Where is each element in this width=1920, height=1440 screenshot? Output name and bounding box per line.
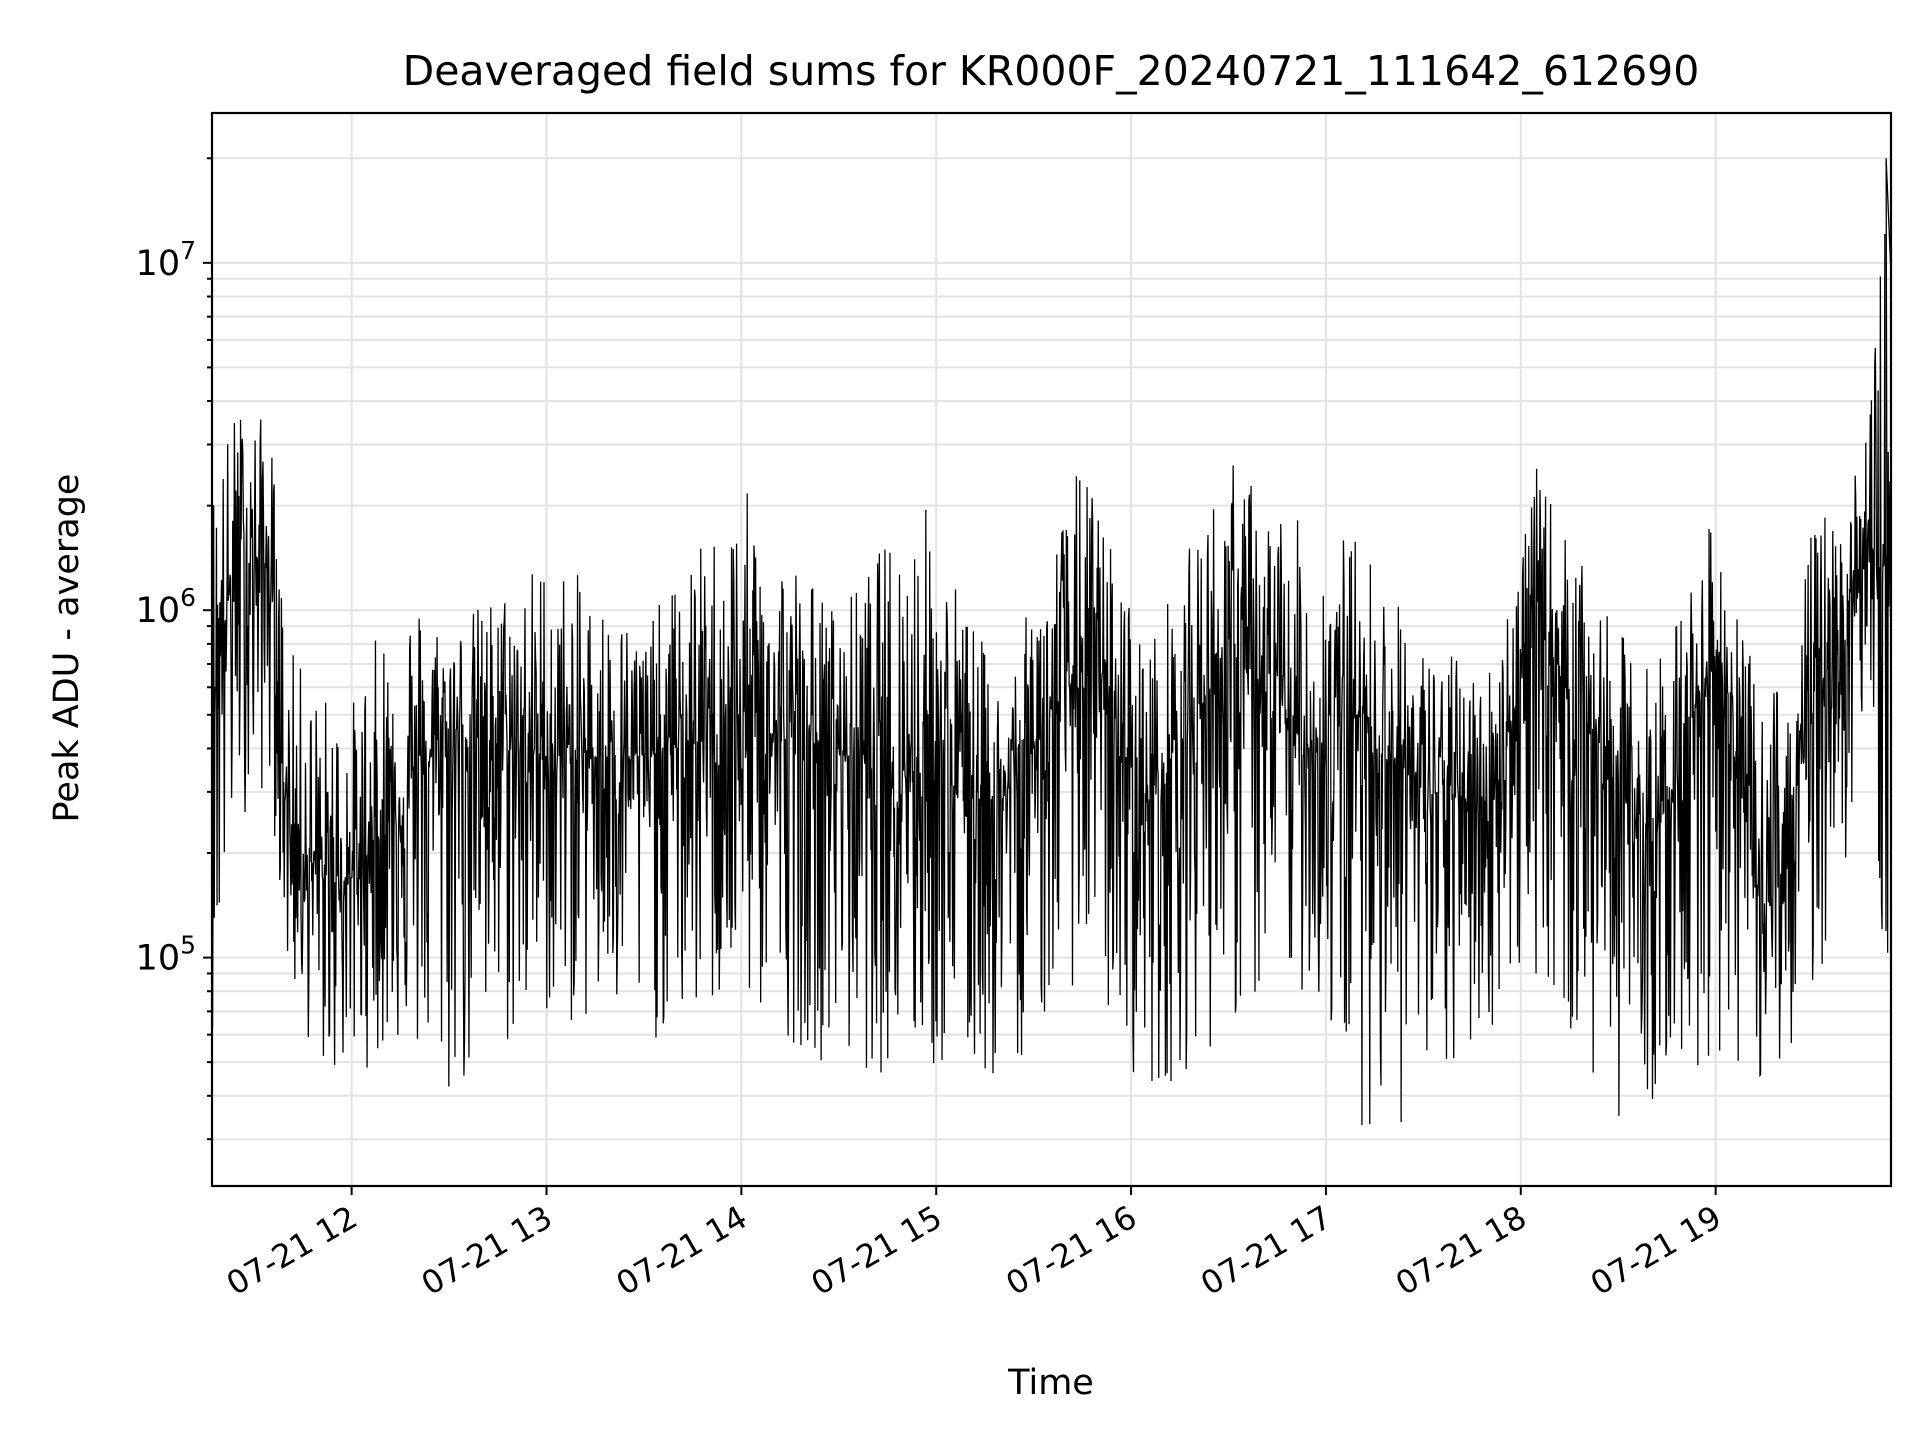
x-axis-label: Time (1007, 1363, 1094, 1403)
y-tick-label: 107 (136, 236, 196, 284)
y-tick-label: 106 (136, 583, 196, 631)
y-axis: 105 106 107 (136, 157, 212, 1141)
plot-frame (210, 111, 1893, 1188)
chart-title: Deaveraged field sums for KR000F_2024072… (403, 47, 1700, 95)
data-series-line (211, 158, 1892, 1126)
data-series-path (211, 158, 1892, 1126)
y-axis-label: Peak ADU - average (47, 474, 87, 823)
y-tick-label: 105 (136, 931, 196, 979)
